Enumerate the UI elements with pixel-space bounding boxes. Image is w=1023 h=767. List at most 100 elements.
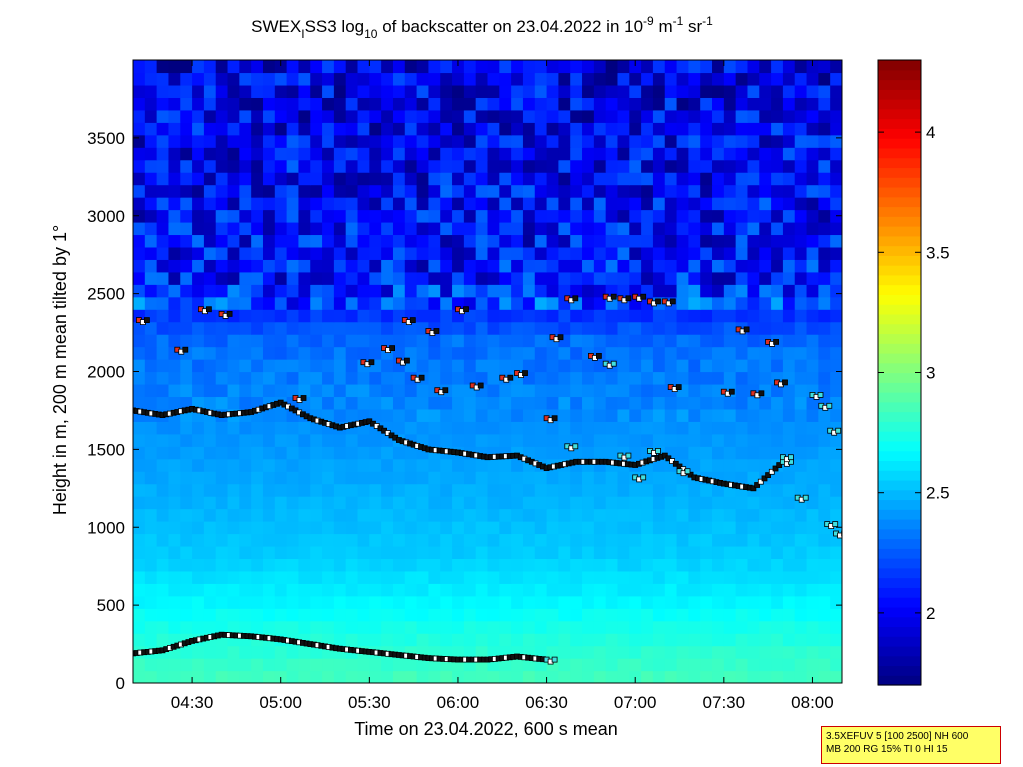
heatmap-cell xyxy=(771,645,784,659)
heatmap-cell xyxy=(522,271,536,285)
heatmap-cell xyxy=(180,371,193,385)
heatmap-cell xyxy=(369,396,382,410)
heatmap-cell xyxy=(747,147,760,161)
heatmap-cell xyxy=(345,346,359,360)
heatmap-cell xyxy=(239,172,252,186)
heatmap-cell xyxy=(381,271,394,285)
heatmap-cell xyxy=(771,134,784,148)
heatmap-cell xyxy=(322,296,335,310)
heatmap-cell xyxy=(274,209,288,223)
heatmap-cell xyxy=(546,159,559,173)
heatmap-cell xyxy=(806,184,819,198)
heatmap-cell xyxy=(700,496,713,510)
marker-point xyxy=(477,382,484,389)
marker-point xyxy=(802,494,809,501)
heatmap-cell xyxy=(251,97,264,111)
heatmap-cell xyxy=(168,246,181,260)
heatmap-cell xyxy=(830,271,842,285)
heatmap-cell xyxy=(570,134,583,148)
heatmap-cell xyxy=(357,446,370,460)
heatmap-cell xyxy=(298,471,311,485)
heatmap-cell xyxy=(534,496,548,510)
heatmap-cell xyxy=(392,658,406,672)
heatmap-cell xyxy=(794,234,808,248)
heatmap-cell xyxy=(286,221,300,236)
heatmap-cell xyxy=(345,670,359,683)
heatmap-cell xyxy=(428,72,441,86)
heatmap-cell xyxy=(570,147,583,161)
heatmap-cell xyxy=(700,246,713,260)
heatmap-cell xyxy=(168,221,181,236)
heatmap-cell xyxy=(180,334,193,348)
heatmap-cell xyxy=(511,284,524,298)
heatmap-cell xyxy=(652,595,666,609)
heatmap-cell xyxy=(582,645,595,659)
heatmap-cell xyxy=(617,84,630,98)
heatmap-cell xyxy=(652,670,666,683)
heatmap-cell xyxy=(723,595,737,609)
x-tick-label: 05:30 xyxy=(348,693,391,712)
heatmap-cell xyxy=(333,620,347,634)
heatmap-cell xyxy=(345,633,359,647)
heatmap-cell xyxy=(333,234,347,248)
heatmap-cell xyxy=(203,570,217,584)
heatmap-cell xyxy=(652,271,666,285)
heatmap-cell xyxy=(452,234,465,248)
heatmap-cell xyxy=(227,433,240,447)
heatmap-cell xyxy=(381,172,394,186)
heatmap-cell xyxy=(782,246,796,260)
heatmap-cell xyxy=(582,658,595,672)
heatmap-cell xyxy=(404,608,418,622)
heatmap-cell xyxy=(652,334,666,348)
colorbar-axis: 22.533.54 xyxy=(878,123,950,623)
heatmap-cell xyxy=(806,84,819,98)
heatmap-cell xyxy=(262,446,276,460)
heatmap-cell xyxy=(322,97,335,111)
heatmap-cell xyxy=(723,458,737,472)
heatmap-cell xyxy=(452,246,465,260)
heatmap-cell xyxy=(487,284,500,298)
marker-point xyxy=(675,384,682,391)
heatmap-cell xyxy=(381,458,394,472)
heatmap-cell xyxy=(345,496,359,510)
heatmap-cell xyxy=(203,583,217,597)
heatmap-cell xyxy=(262,184,276,198)
heatmap-cell xyxy=(404,109,418,123)
heatmap-cell xyxy=(712,508,725,522)
heatmap-cell xyxy=(818,670,831,683)
heatmap-cell xyxy=(511,246,524,260)
heatmap-cell xyxy=(617,645,630,659)
heatmap-cell xyxy=(322,446,335,460)
heatmap-cell xyxy=(203,533,217,547)
colorbar-segment xyxy=(878,606,921,618)
heatmap-cell xyxy=(522,433,536,447)
heatmap-cell xyxy=(487,122,500,136)
heatmap-cell xyxy=(428,471,441,485)
heatmap-cell xyxy=(333,296,347,310)
heatmap-cell xyxy=(499,359,512,373)
heatmap-cell xyxy=(416,421,430,435)
heatmap-cell xyxy=(227,334,240,348)
heatmap-cell xyxy=(759,72,772,86)
heatmap-cell xyxy=(487,159,500,173)
heatmap-cell xyxy=(747,458,760,472)
heatmap-cell xyxy=(463,60,477,74)
heatmap-cell xyxy=(452,633,465,647)
heatmap-cell xyxy=(310,521,323,535)
heatmap-cell xyxy=(475,346,489,360)
heatmap-cell xyxy=(664,246,678,260)
heatmap-cell xyxy=(416,533,430,547)
heatmap-cell xyxy=(192,284,205,298)
heatmap-cell xyxy=(593,583,607,597)
heatmap-cell xyxy=(522,209,536,223)
heatmap-cell xyxy=(262,172,276,186)
heatmap-cell xyxy=(641,221,654,236)
heatmap-cell xyxy=(168,197,181,211)
heatmap-cell xyxy=(712,184,725,198)
heatmap-cell xyxy=(629,109,642,123)
heatmap-cell xyxy=(759,259,772,273)
heatmap-cell xyxy=(617,483,630,497)
heatmap-cell xyxy=(322,221,335,236)
heatmap-cell xyxy=(156,433,170,447)
heatmap-cell xyxy=(511,296,524,310)
